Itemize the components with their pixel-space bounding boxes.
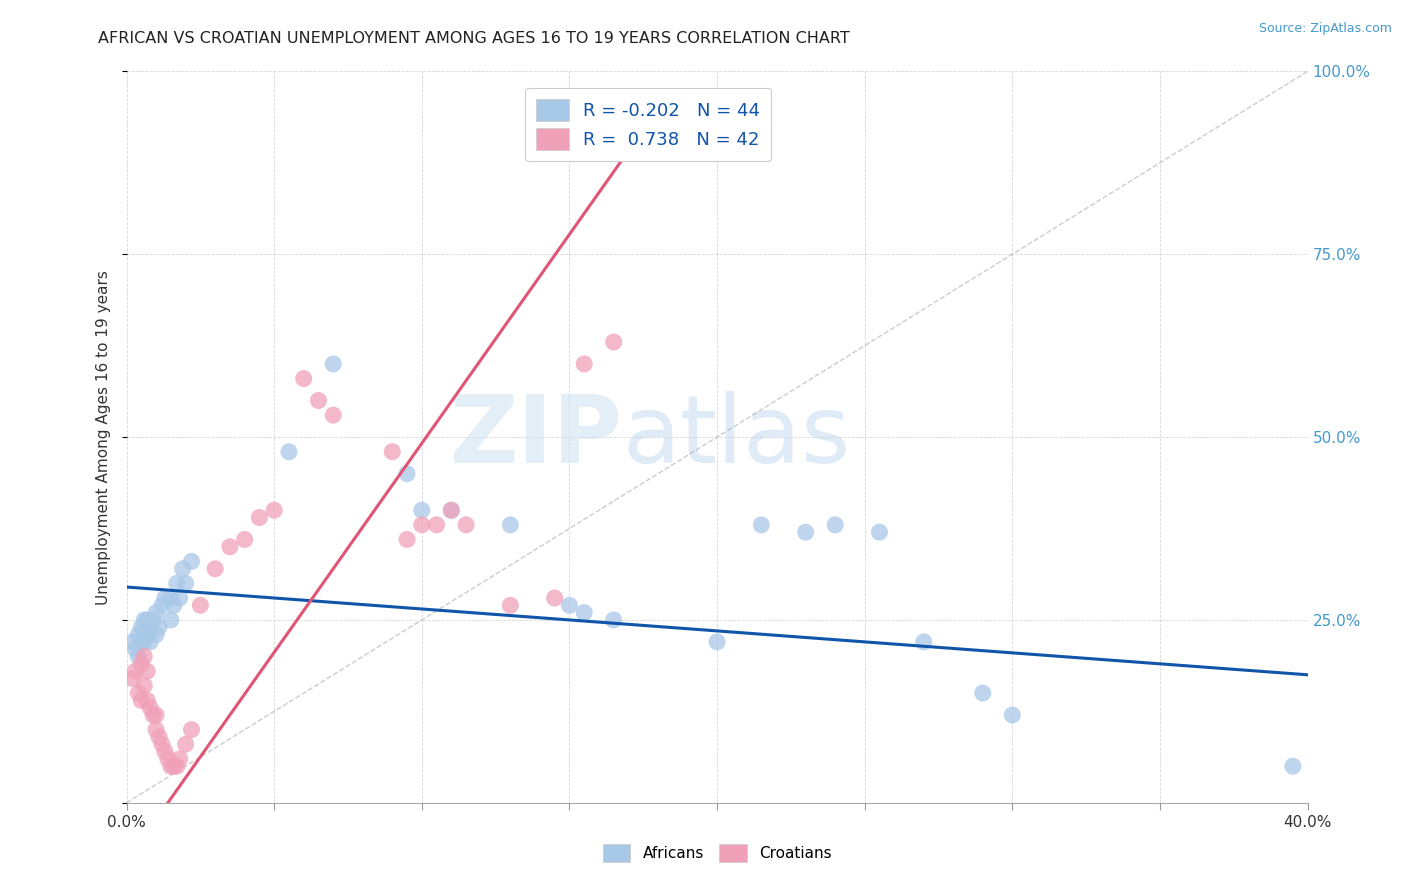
Point [1282,759,1305,773]
Point [145,708,167,723]
Point [1001,708,1024,723]
Point [751,517,773,532]
Point [129,693,153,707]
Point [381,444,404,458]
Point [166,759,188,773]
Point [456,517,478,532]
Point [411,517,433,532]
Point [499,517,522,532]
Point [188,599,212,613]
Text: Source: ZipAtlas.com: Source: ZipAtlas.com [1258,22,1392,36]
Point [124,642,146,657]
Point [139,620,162,634]
Point [153,591,176,605]
Point [142,613,165,627]
Point [603,334,626,349]
Point [121,672,143,686]
Point [127,649,149,664]
Point [121,635,143,649]
Point [169,591,191,605]
Point [543,591,565,605]
Point [139,700,162,714]
Point [233,533,256,547]
Point [912,635,935,649]
Point [134,649,156,664]
Point [204,562,226,576]
Point [499,599,522,613]
Point [145,627,167,641]
Point [794,525,817,540]
Point [440,503,463,517]
Point [150,599,173,613]
Point [148,730,170,744]
Point [972,686,994,700]
Point [308,393,330,408]
Text: atlas: atlas [623,391,851,483]
Point [145,606,167,620]
Point [134,679,156,693]
Point [160,591,183,605]
Point [160,613,183,627]
Point [396,467,419,481]
Point [127,686,149,700]
Point [263,503,285,517]
Point [163,759,186,773]
Point [174,737,197,751]
Point [824,517,846,532]
Point [292,371,315,385]
Text: ZIP: ZIP [450,391,623,483]
Point [558,599,581,613]
Point [396,533,419,547]
Point [136,627,159,641]
Point [249,510,271,524]
Point [440,503,463,517]
Point [160,759,183,773]
Point [150,737,173,751]
Point [322,408,344,422]
Point [180,554,202,568]
Point [174,576,197,591]
Point [278,444,301,458]
Point [219,540,242,554]
Point [180,723,202,737]
Point [136,613,159,627]
Point [166,576,188,591]
Point [127,627,149,641]
Point [156,752,179,766]
Legend: Africans, Croatians: Africans, Croatians [596,838,838,868]
Point [148,620,170,634]
Point [603,613,626,627]
Point [129,620,153,634]
Point [136,693,159,707]
Point [169,752,191,766]
Point [142,708,165,723]
Point [134,613,156,627]
Point [172,562,194,576]
Point [129,657,153,671]
Point [139,635,162,649]
Point [145,723,167,737]
Point [411,503,433,517]
Y-axis label: Unemployment Among Ages 16 to 19 years: Unemployment Among Ages 16 to 19 years [96,269,111,605]
Point [134,635,156,649]
Point [574,357,596,371]
Point [706,635,728,649]
Point [574,606,596,620]
Point [163,599,186,613]
Point [129,635,153,649]
Point [322,357,344,371]
Point [124,664,146,678]
Point [869,525,891,540]
Text: AFRICAN VS CROATIAN UNEMPLOYMENT AMONG AGES 16 TO 19 YEARS CORRELATION CHART: AFRICAN VS CROATIAN UNEMPLOYMENT AMONG A… [98,31,851,46]
Point [153,745,176,759]
Point [425,517,447,532]
Point [136,664,159,678]
